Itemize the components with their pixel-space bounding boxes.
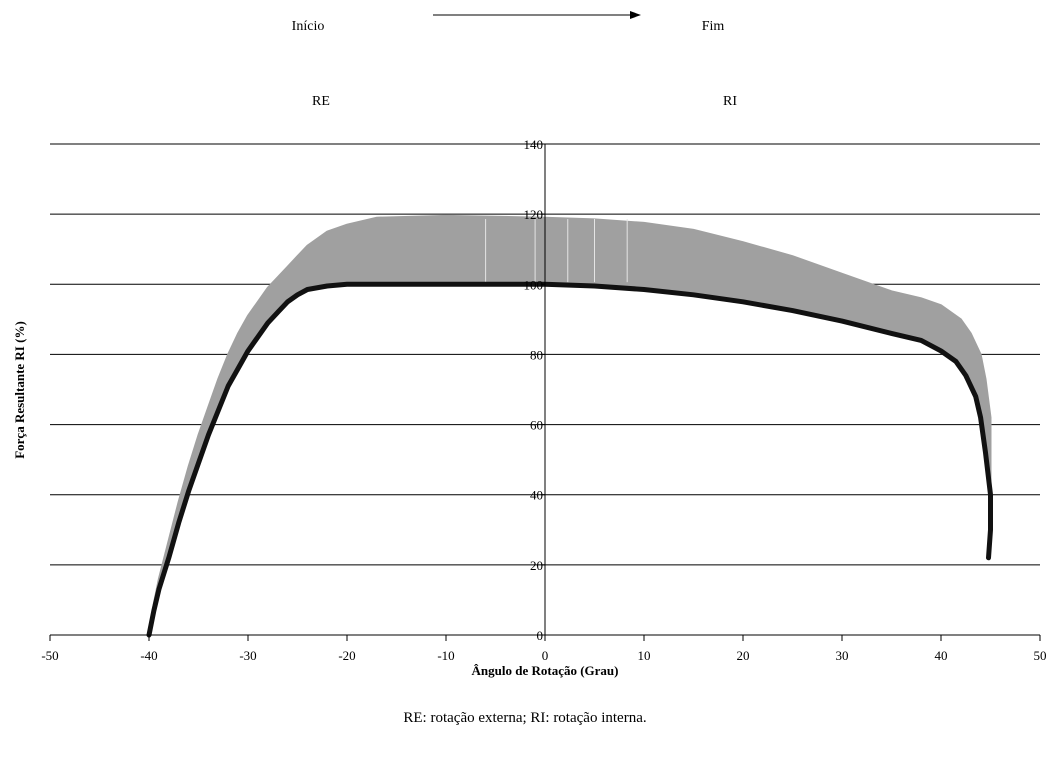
- band-area: [148, 214, 992, 636]
- y-tick-label-0: 0: [537, 628, 544, 643]
- x-tick-label-2: -30: [239, 648, 256, 663]
- y-tick-label-6: 120: [524, 207, 544, 222]
- x-tick-label-1: -40: [140, 648, 157, 663]
- upper-band: [148, 214, 992, 636]
- y-axis-title: Força Resultante RI (%): [12, 321, 27, 459]
- start-label: Início: [292, 19, 325, 34]
- x-tick-label-5: 0: [542, 648, 549, 663]
- end-label: Fim: [702, 19, 725, 34]
- x-tick-label-4: -10: [437, 648, 454, 663]
- x-tick-label-6: 10: [638, 648, 651, 663]
- y-tick-label-2: 40: [530, 488, 543, 503]
- x-tick-label-0: -50: [41, 648, 58, 663]
- x-tick-label-7: 20: [737, 648, 750, 663]
- lower-curve: [146, 281, 993, 638]
- figure-caption: RE: rotação externa; RI: rotação interna…: [403, 710, 646, 726]
- y-tick-labels: 0 20 40 60 80 100 120 140: [524, 137, 544, 643]
- y-tick-label-1: 20: [530, 558, 543, 573]
- left-region-label: RE: [312, 94, 330, 109]
- x-tick-label-3: -20: [338, 648, 355, 663]
- y-tick-label-5: 100: [524, 277, 544, 292]
- axes: [49, 143, 1041, 641]
- y-tick-label-4: 80: [530, 347, 543, 362]
- y-tick-label-3: 60: [530, 418, 543, 433]
- x-tick-labels: -50 -40 -30 -20 -10 0 10 20 30 40 50: [41, 648, 1046, 663]
- x-axis-title: Ângulo de Rotação (Grau): [472, 663, 619, 678]
- x-tick-label-8: 30: [836, 648, 849, 663]
- right-region-label: RI: [723, 94, 737, 109]
- y-tick-label-7: 140: [524, 137, 544, 152]
- x-tick-label-10: 50: [1034, 648, 1047, 663]
- lower-curve-line: [146, 281, 993, 638]
- x-tick-label-9: 40: [935, 648, 948, 663]
- direction-arrow: [433, 11, 641, 19]
